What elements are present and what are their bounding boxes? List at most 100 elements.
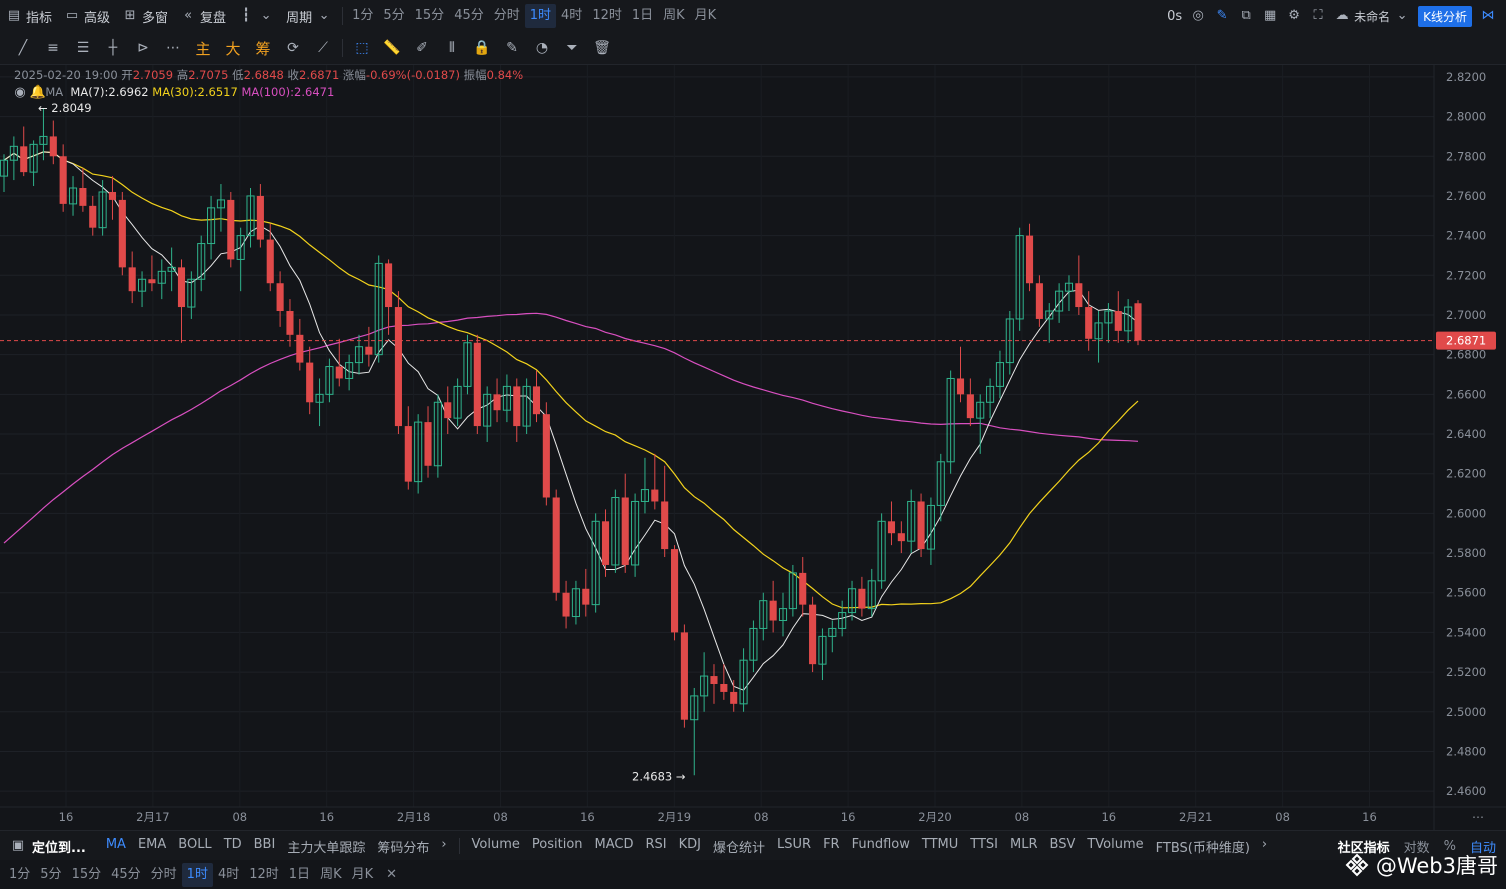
candlestick-chart[interactable]: 2.8200 2.8000 2.7800 2.7600 2.7400 2.7200 2.70… — [0, 65, 1506, 830]
indicator-5[interactable]: 主力大单跟踪 — [287, 840, 366, 856]
indicator-0[interactable]: MA — [105, 836, 126, 852]
eye-icon[interactable]: ◉ — [14, 85, 26, 100]
indicators-button[interactable]: ▤ 指标 — [7, 8, 53, 26]
pitchfork-icon[interactable]: ⊳ — [137, 40, 149, 56]
bottom-period-tab-4[interactable]: 分时 — [150, 866, 177, 882]
indicator-2[interactable]: BOLL — [178, 836, 212, 852]
crossline-icon[interactable]: ┼ — [108, 40, 118, 56]
selection-icon[interactable]: ⬚ — [355, 40, 369, 56]
period-tab-1[interactable]: 5分 — [383, 8, 405, 23]
period-tab-7[interactable]: 12时 — [592, 8, 622, 23]
indicator-10[interactable]: RSI — [645, 836, 667, 852]
indicator-18[interactable]: MLR — [1010, 836, 1038, 852]
period-tab-6[interactable]: 4时 — [561, 8, 583, 23]
indicator-7[interactable]: Volume — [471, 836, 520, 852]
ruler-icon[interactable]: 📏 — [383, 40, 401, 56]
indicator-21[interactable]: FTBS(币种维度) — [1155, 840, 1250, 856]
candle-body — [414, 421, 423, 483]
layout-dropdown[interactable]: ☁ 未命名 ⌄ — [1334, 4, 1410, 28]
period-tab-10[interactable]: 月K — [694, 8, 717, 23]
period-tab-9[interactable]: 周K — [663, 8, 685, 23]
period-tab-2[interactable]: 15分 — [414, 8, 445, 23]
indicator-3[interactable]: TD — [223, 836, 242, 852]
candle — [404, 406, 412, 490]
bottom-period-tab-6[interactable]: 4时 — [217, 866, 240, 882]
main-force-button[interactable]: 主 — [195, 39, 211, 58]
advanced-button[interactable]: ▭ 高级 — [65, 8, 111, 26]
parallel-channel-icon[interactable]: ☰ — [76, 40, 90, 56]
indicator-6[interactable]: 筹码分布 — [377, 840, 430, 856]
chevron-right-icon[interactable]: › — [441, 836, 447, 852]
big-order-button[interactable]: 大 — [225, 39, 241, 58]
period-tab-4[interactable]: 分时 — [493, 8, 520, 23]
period-tab-5[interactable]: 1时 — [524, 4, 557, 28]
lock-icon[interactable]: 🔒 — [473, 40, 491, 56]
indicator-4[interactable]: BBI — [253, 836, 276, 852]
replay-button[interactable]: «复盘 — [174, 4, 232, 28]
chevron-right-icon[interactable]: › — [1261, 836, 1268, 852]
indicator-20[interactable]: TVolume — [1087, 836, 1144, 852]
indicator-13[interactable]: LSUR — [777, 836, 812, 852]
percent-toggle[interactable]: % — [1443, 838, 1456, 854]
locate-button[interactable]: 定位到... — [32, 840, 86, 856]
period-tab-3[interactable]: 45分 — [454, 8, 484, 23]
fullscreen-icon[interactable]: ⛶ — [1313, 8, 1323, 23]
more-tools-icon[interactable]: ⋯ — [166, 40, 180, 56]
close-icon[interactable]: ✕ — [386, 867, 398, 882]
magnet-icon[interactable]: ◔ — [535, 40, 549, 56]
indicator-9[interactable]: MACD — [594, 836, 634, 852]
bottom-period-tab-7[interactable]: 12时 — [249, 866, 279, 882]
period-dropdown[interactable]: 周期 ⌄ — [280, 4, 338, 28]
indicator-17[interactable]: TTSI — [970, 836, 998, 852]
bell-icon[interactable]: 🔔 — [29, 85, 46, 100]
indicator-1[interactable]: EMA — [137, 836, 167, 852]
filter-icon[interactable]: ⏷ — [566, 40, 578, 56]
trendline-icon[interactable]: ╱ — [18, 40, 28, 56]
auto-scale-toggle[interactable]: 自动 — [1469, 840, 1496, 856]
bottom-period-tab-9[interactable]: 周K — [320, 866, 342, 882]
indicator-14[interactable]: FR — [823, 836, 840, 852]
watermark: @Web3唐哥 — [1344, 850, 1498, 880]
candle-body — [98, 191, 107, 229]
gear-icon[interactable]: ⚙ — [1288, 8, 1300, 23]
community-indicators[interactable]: 社区指标 — [1337, 840, 1390, 856]
period-tab-8[interactable]: 1日 — [631, 8, 654, 23]
candle — [365, 326, 373, 367]
bottom-period-tab-3[interactable]: 45分 — [111, 866, 141, 882]
indicator-16[interactable]: TTMU — [921, 836, 959, 852]
indicator-11[interactable]: KDJ — [678, 836, 701, 852]
chart-type-button[interactable]: ┇ ⌄ — [232, 4, 280, 28]
bottom-period-tab-2[interactable]: 15分 — [71, 866, 102, 882]
note-icon[interactable]: ✎ — [506, 40, 518, 56]
candle — [1055, 283, 1064, 323]
multi-window-button[interactable]: ⊞ 多窗 — [116, 4, 174, 28]
indicator-15[interactable]: Fundflow — [851, 836, 910, 852]
sync-icon[interactable]: ⟳ — [287, 40, 299, 56]
bottom-period-tab-10[interactable]: 月K — [351, 866, 374, 882]
bottom-period-tab-1[interactable]: 5分 — [40, 866, 62, 882]
kline-analysis-button[interactable]: K线分析 — [1418, 5, 1472, 27]
camera-icon[interactable]: ◎ — [1192, 8, 1204, 23]
bottom-period-tab-0[interactable]: 1分 — [9, 866, 31, 882]
candle-body — [216, 199, 225, 209]
hide-drawings-icon[interactable]: ⟋ — [318, 40, 328, 56]
horizontal-lines-icon[interactable]: ≡ — [47, 40, 59, 56]
candle — [9, 136, 18, 181]
trash-icon[interactable]: 🗑 — [593, 40, 611, 56]
bottom-period-tab-5[interactable]: 1时 — [181, 862, 213, 887]
period-tab-0[interactable]: 1分 — [352, 8, 374, 23]
indicator-12[interactable]: 爆仓统计 — [713, 840, 766, 856]
template-icon[interactable]: ▦ — [1263, 8, 1277, 23]
pencil-icon[interactable]: ✎ — [1216, 8, 1228, 23]
brush-icon[interactable]: ✐ — [416, 40, 428, 56]
candle — [483, 386, 492, 442]
indicator-8[interactable]: Position — [531, 836, 583, 852]
share-icon[interactable]: ⋈ — [1481, 8, 1495, 23]
bottom-period-tab-8[interactable]: 1日 — [288, 866, 311, 882]
indicator-19[interactable]: BSV — [1049, 836, 1076, 852]
compare-icon[interactable]: ⫴ — [449, 40, 455, 56]
chips-button[interactable]: 筹 — [255, 39, 271, 58]
popout-icon[interactable]: ⧉ — [1241, 8, 1251, 23]
log-scale-toggle[interactable]: 对数 — [1403, 840, 1430, 856]
candle — [197, 235, 206, 292]
